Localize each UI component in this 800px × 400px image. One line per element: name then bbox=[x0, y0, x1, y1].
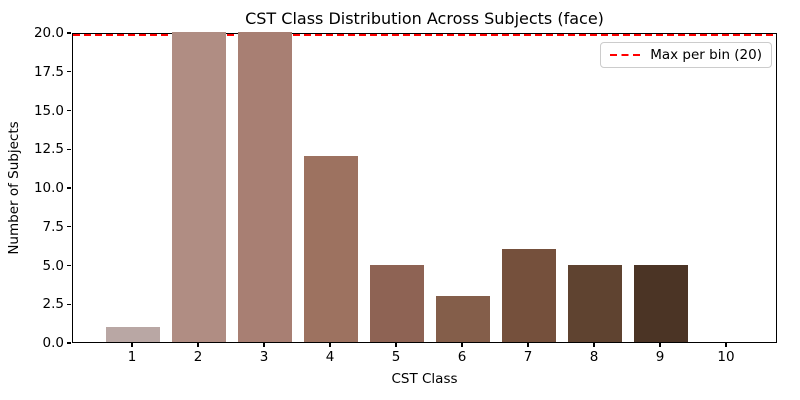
x-tick-mark bbox=[461, 343, 463, 347]
chart-title: CST Class Distribution Across Subjects (… bbox=[245, 9, 604, 28]
y-tick-label: 10.0 bbox=[33, 180, 64, 196]
x-tick-label: 3 bbox=[259, 349, 269, 365]
legend-dashed-line-icon bbox=[610, 53, 642, 57]
x-axis-title: CST Class bbox=[391, 371, 458, 387]
legend-label: Max per bin (20) bbox=[650, 47, 762, 63]
x-tick-mark bbox=[725, 343, 727, 347]
bar-cst-6 bbox=[436, 295, 490, 342]
x-tick-label: 7 bbox=[523, 349, 533, 365]
bar-cst-2 bbox=[172, 32, 226, 342]
y-tick-mark bbox=[67, 303, 71, 305]
x-tick-label: 4 bbox=[325, 349, 335, 365]
x-tick-mark bbox=[263, 343, 265, 347]
y-tick-label: 20.0 bbox=[33, 25, 64, 41]
x-tick-label: 2 bbox=[193, 349, 203, 365]
bar-cst-8 bbox=[568, 264, 622, 342]
x-tick-label: 6 bbox=[457, 349, 467, 365]
y-tick-mark bbox=[67, 187, 71, 189]
x-tick-mark bbox=[593, 343, 595, 347]
x-tick-label: 9 bbox=[655, 349, 665, 365]
y-tick-mark bbox=[67, 264, 71, 267]
y-tick-mark bbox=[67, 109, 71, 112]
legend: Max per bin (20) bbox=[600, 42, 772, 68]
x-tick-mark bbox=[131, 343, 133, 347]
y-tick-mark bbox=[67, 32, 71, 34]
x-tick-label: 5 bbox=[391, 349, 401, 365]
bar-cst-5 bbox=[370, 264, 424, 342]
y-tick-mark bbox=[67, 148, 71, 150]
x-tick-mark bbox=[395, 343, 397, 347]
x-tick-label: 10 bbox=[717, 349, 735, 365]
x-tick-label: 8 bbox=[589, 349, 599, 365]
y-tick-mark bbox=[67, 71, 71, 73]
x-tick-mark bbox=[197, 343, 199, 347]
y-tick-label: 15.0 bbox=[33, 102, 64, 119]
y-tick-label: 2.5 bbox=[42, 296, 64, 313]
y-tick-label: 7.5 bbox=[42, 218, 64, 235]
y-tick-label: 17.5 bbox=[33, 63, 64, 80]
y-tick-label: 0.0 bbox=[42, 335, 64, 351]
bar-cst-7 bbox=[502, 249, 556, 342]
y-tick-label: 12.5 bbox=[33, 141, 64, 158]
plot-area: Max per bin (20) bbox=[72, 32, 777, 343]
bar-cst-4 bbox=[304, 156, 358, 342]
bar-cst-3 bbox=[238, 32, 292, 342]
x-tick-label: 1 bbox=[127, 349, 137, 365]
max-per-bin-dashed-line bbox=[73, 34, 776, 36]
x-tick-mark bbox=[659, 343, 661, 347]
y-tick-mark bbox=[67, 342, 71, 344]
x-tick-mark bbox=[527, 343, 529, 347]
bar-cst-1 bbox=[106, 326, 160, 342]
x-tick-mark bbox=[329, 343, 331, 347]
bar-cst-9 bbox=[634, 264, 688, 342]
y-tick-mark bbox=[67, 226, 71, 228]
y-tick-label: 5.0 bbox=[42, 257, 64, 274]
